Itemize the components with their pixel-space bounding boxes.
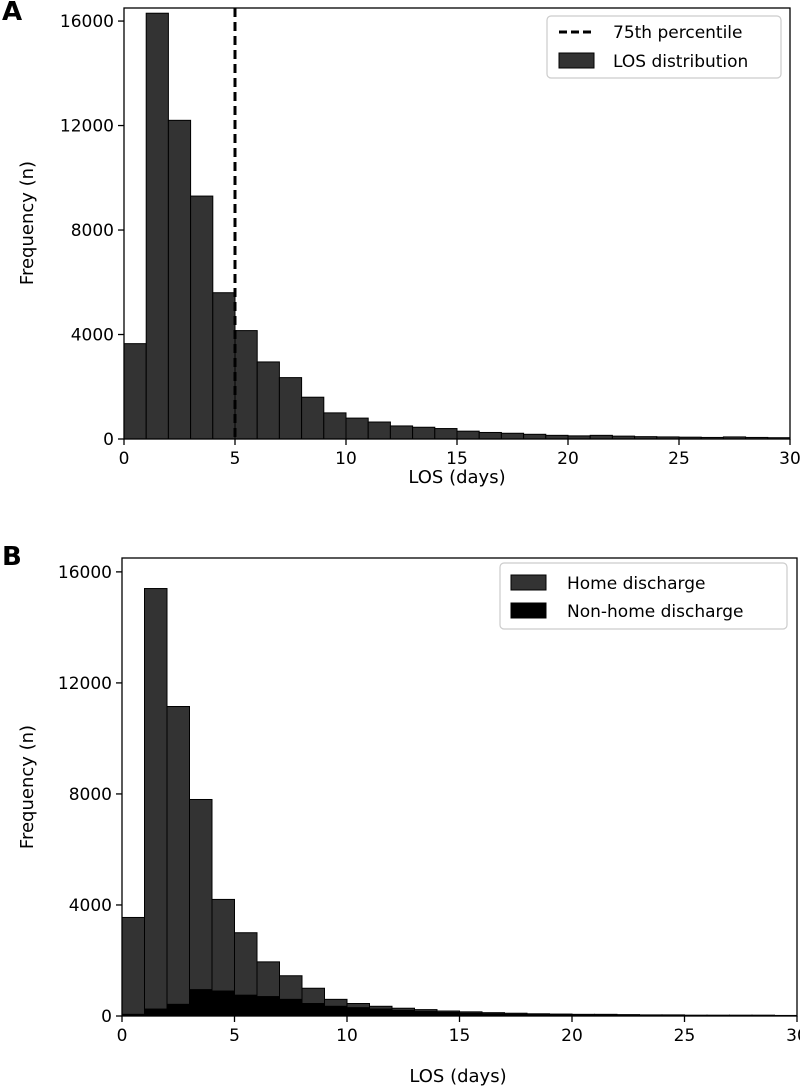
bar-home-discharge-bin-2	[166, 706, 190, 1017]
bar-los-distribution-bin-14	[434, 428, 458, 440]
x-tick-label-15: 15	[446, 449, 468, 469]
panel-b: B 0 5 10 15 20 25 30 0 4000 8000 12000 16000 LOS (…	[2, 542, 800, 1087]
y-tick-label-16000: 16000	[58, 563, 112, 583]
x-tick-label-0: 0	[119, 449, 130, 469]
panel-a-letter: A	[2, 0, 22, 27]
bar-los-distribution-bin-13	[412, 426, 436, 440]
bar-los-distribution-bin-18	[523, 433, 547, 440]
y-tick-label-12000: 12000	[60, 117, 114, 137]
y-tick-label-4000: 4000	[71, 326, 114, 346]
bar-los-distribution-bin-1	[145, 12, 169, 440]
y-tick-label-4000: 4000	[69, 896, 112, 916]
panel-b-legend-box	[499, 562, 788, 630]
y-tick-label-8000: 8000	[71, 221, 114, 241]
y-tick-label-12000: 12000	[58, 674, 112, 694]
bar-non-home-discharge-bin-7	[279, 998, 303, 1017]
y-tick-label-0: 0	[101, 1007, 112, 1027]
panel-a-bars	[123, 12, 791, 440]
legend-swatch-home-discharge	[510, 574, 547, 591]
panel-a-legend-box	[546, 15, 782, 79]
bar-los-distribution-bin-6	[256, 361, 280, 440]
legend-label-percentile: 75th percentile	[613, 23, 743, 43]
bar-los-distribution-bin-4	[212, 292, 236, 440]
bar-non-home-discharge-bin-5	[234, 994, 258, 1017]
bar-non-home-discharge-bin-8	[301, 1003, 325, 1017]
bar-non-home-discharge-bin-13	[414, 1011, 438, 1017]
x-tick-label-5: 5	[229, 1026, 240, 1046]
x-tick-label-20: 20	[561, 1026, 583, 1046]
bar-non-home-discharge-bin-2	[166, 1003, 190, 1017]
legend-label-home-discharge: Home discharge	[567, 574, 705, 594]
panel-b-y-axis-label: Frequency (n)	[17, 725, 38, 849]
legend-label-non-home-discharge: Non-home discharge	[567, 602, 743, 622]
bar-non-home-discharge-bin-9	[324, 1005, 348, 1017]
panel-b-x-axis-label: LOS (days)	[409, 1066, 506, 1087]
bar-los-distribution-bin-9	[323, 412, 347, 440]
bar-los-distribution-bin-10	[345, 417, 369, 440]
panel-b-y-ticks: 0 4000 8000 12000 16000	[58, 563, 122, 1027]
x-tick-label-30: 30	[786, 1026, 800, 1046]
legend-label-los-distribution: LOS distribution	[613, 52, 748, 72]
x-tick-label-10: 10	[335, 449, 357, 469]
bar-home-discharge-bin-0	[121, 916, 145, 1017]
bar-non-home-discharge-bin-11	[369, 1008, 393, 1017]
bar-los-distribution-bin-17	[500, 432, 525, 440]
panel-b-bars	[121, 588, 798, 1017]
x-tick-label-0: 0	[117, 1026, 128, 1046]
y-tick-label-16000: 16000	[60, 12, 114, 32]
legend-swatch-los-distribution	[558, 52, 595, 69]
bar-non-home-discharge-bin-12	[391, 1009, 415, 1017]
panel-a-legend: 75th percentile LOS distribution	[546, 15, 782, 79]
bar-non-home-discharge-bin-10	[346, 1007, 370, 1017]
x-tick-label-30: 30	[779, 449, 800, 469]
panel-a-y-ticks: 0 4000 8000 12000 16000	[60, 12, 124, 450]
bar-los-distribution-bin-3	[190, 195, 214, 440]
x-tick-label-25: 25	[674, 1026, 696, 1046]
bar-los-distribution-bin-5	[234, 330, 258, 440]
bar-home-discharge-bin-3	[189, 798, 213, 1017]
bar-los-distribution-bin-16	[478, 431, 502, 440]
bar-los-distribution-bin-12	[389, 425, 414, 440]
y-tick-label-8000: 8000	[69, 785, 112, 805]
y-tick-label-0: 0	[103, 430, 114, 450]
bar-non-home-discharge-bin-4	[211, 990, 235, 1017]
bar-los-distribution-bin-11	[367, 421, 391, 440]
panel-b-x-ticks: 0 5 10 15 20 25 30	[117, 1016, 800, 1046]
bar-los-distribution-bin-2	[167, 119, 192, 440]
bar-los-distribution-bin-8	[301, 396, 325, 440]
panel-a: A 0 5 10 15 20 25 30 0 4000 8000 12000 16000 LOS (…	[2, 0, 800, 488]
x-tick-label-25: 25	[668, 449, 690, 469]
bar-non-home-discharge-bin-3	[189, 989, 213, 1017]
panel-a-x-ticks: 0 5 10 15 20 25 30	[119, 439, 800, 469]
x-tick-label-15: 15	[449, 1026, 471, 1046]
panel-a-y-axis-label: Frequency (n)	[17, 161, 38, 285]
bar-non-home-discharge-bin-1	[144, 1008, 168, 1017]
bar-los-distribution-bin-15	[456, 430, 480, 440]
panel-a-x-axis-label: LOS (days)	[408, 467, 505, 488]
panel-b-letter: B	[2, 542, 22, 572]
x-tick-label-10: 10	[336, 1026, 358, 1046]
x-tick-label-20: 20	[557, 449, 579, 469]
bar-home-discharge-bin-1	[144, 588, 168, 1017]
bar-los-distribution-bin-0	[123, 343, 147, 440]
x-tick-label-5: 5	[230, 449, 241, 469]
panel-b-legend: Home discharge Non-home discharge	[499, 562, 788, 630]
bar-non-home-discharge-bin-6	[256, 996, 280, 1017]
bar-los-distribution-bin-7	[278, 377, 303, 440]
legend-swatch-non-home-discharge	[510, 602, 547, 619]
